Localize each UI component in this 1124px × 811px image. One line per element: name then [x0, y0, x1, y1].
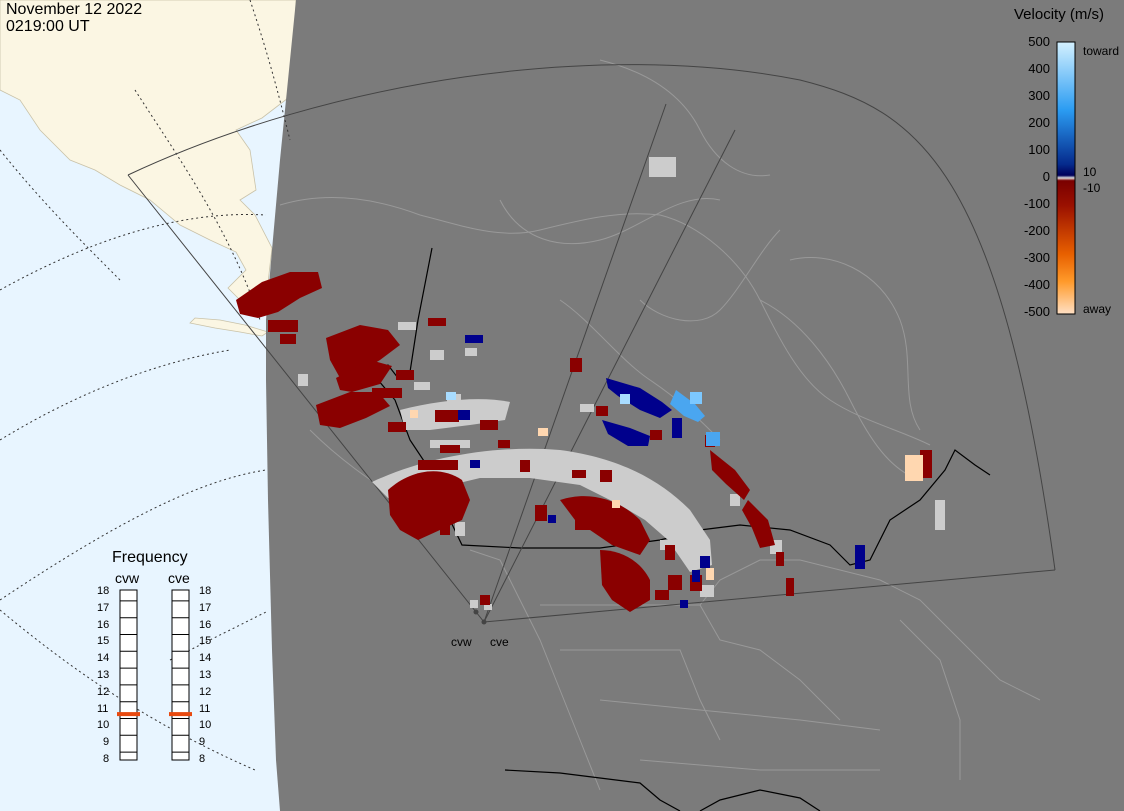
colorbar-tick: -200 — [1023, 223, 1050, 238]
frequency-grid-lines — [120, 600, 189, 753]
frequency-tick-left: 14 — [97, 652, 110, 665]
observation-time: 0219:00 UT — [6, 18, 90, 35]
frequency-tick-left: 10 — [97, 719, 110, 732]
frequency-tick-left: 16 — [97, 618, 110, 631]
frequency-tick-right: 12 — [199, 685, 212, 698]
sunlit-land — [0, 0, 297, 311]
velocity-colorbar — [1056, 41, 1076, 315]
frequency-tick-right: 17 — [199, 601, 212, 614]
colorbar-title: Velocity (m/s) — [1014, 6, 1105, 23]
frequency-tick-right: 18 — [199, 585, 212, 597]
frequency-columns — [119, 589, 190, 761]
radar-label-cve: cve — [490, 635, 509, 649]
radar-site-cve — [481, 619, 487, 625]
frequency-tick-right: 10 — [199, 719, 212, 732]
colorbar-neg-threshold: -10 — [1083, 181, 1101, 195]
colorbar-tick: -300 — [1023, 250, 1050, 265]
away-velocity-cells — [236, 272, 932, 612]
frequency-tick-left: 9 — [103, 736, 110, 749]
colorbar-tick: 0 — [1042, 169, 1050, 184]
frequency-tick-left: 13 — [97, 669, 110, 681]
frequency-tick-left: 15 — [97, 635, 110, 648]
colorbar-tick: -400 — [1023, 277, 1050, 292]
frequency-tick-right: 8 — [199, 753, 206, 765]
observation-date: November 12 2022 — [6, 1, 143, 18]
colorbar-away-label: away — [1083, 302, 1112, 316]
colorbar-pos-threshold: 10 — [1083, 165, 1097, 179]
frequency-radar-cvw: cvw — [115, 570, 140, 586]
us-mexico-border — [504, 769, 821, 811]
frequency-tick-left: 12 — [97, 685, 110, 698]
frequency-tick-left: 11 — [97, 702, 109, 715]
colorbar-tick: 300 — [1028, 88, 1050, 103]
colorbar-tick: 400 — [1028, 61, 1050, 76]
frequency-title: Frequency — [112, 549, 188, 566]
toward-fast-cells — [446, 390, 720, 446]
away-fast-cells — [410, 410, 923, 580]
frequency-tick-left: 8 — [103, 753, 110, 765]
frequency-tick-right: 13 — [199, 669, 212, 681]
frequency-tick-right: 9 — [199, 736, 206, 749]
lat-lon-grid — [0, 0, 291, 771]
colorbar-toward-label: toward — [1083, 44, 1120, 58]
radar-label-cvw: cvw — [451, 635, 472, 649]
frequency-radar-cve: cve — [168, 570, 190, 586]
frequency-tick-left: 18 — [97, 585, 110, 597]
toward-velocity-cells — [458, 335, 865, 608]
frequency-tick-right: 11 — [199, 702, 211, 715]
frequency-marker-cve — [169, 712, 192, 717]
colorbar-tick: -500 — [1023, 304, 1050, 319]
frequency-tick-right: 14 — [199, 652, 212, 665]
frequency-marker-cvw — [117, 712, 140, 717]
colorbar-tick: 200 — [1028, 115, 1050, 130]
frequency-tick-right: 15 — [199, 635, 212, 648]
radar-site-cvw — [473, 609, 479, 615]
colorbar-tick: 500 — [1028, 34, 1050, 49]
colorbar-tick: -100 — [1023, 196, 1050, 211]
frequency-tick-right: 16 — [199, 618, 212, 631]
frequency-tick-left: 17 — [97, 601, 110, 614]
colorbar-tick: 100 — [1028, 142, 1050, 157]
